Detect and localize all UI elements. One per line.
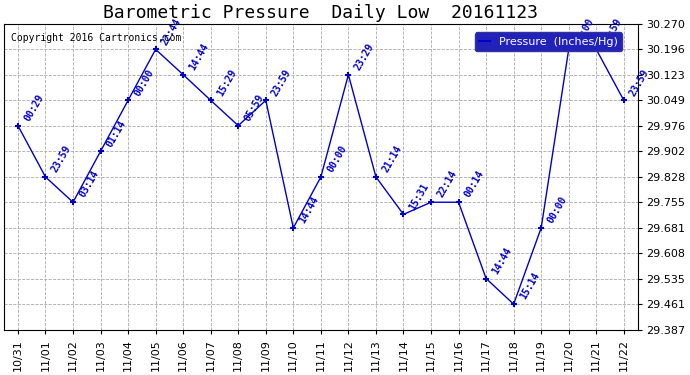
Text: Copyright 2016 Cartronics.com: Copyright 2016 Cartronics.com <box>10 33 181 43</box>
Text: 14:44: 14:44 <box>187 42 210 72</box>
Legend: Pressure  (Inches/Hg): Pressure (Inches/Hg) <box>475 32 622 51</box>
Text: 05:59: 05:59 <box>242 92 266 123</box>
Text: 03:14: 03:14 <box>77 169 101 200</box>
Text: 21:14: 21:14 <box>380 144 404 174</box>
Text: 14:44: 14:44 <box>297 195 321 225</box>
Text: 14:59: 14:59 <box>600 16 624 46</box>
Text: 00:14: 00:14 <box>463 169 486 200</box>
Text: 00:00: 00:00 <box>325 144 348 174</box>
Text: 23:29: 23:29 <box>353 42 376 72</box>
Text: 23:00: 23:00 <box>573 16 596 46</box>
Text: 00:29: 00:29 <box>22 92 46 123</box>
Text: 15:31: 15:31 <box>408 181 431 212</box>
Text: 15:29: 15:29 <box>215 67 238 98</box>
Text: 23:59: 23:59 <box>270 67 293 98</box>
Text: 22:14: 22:14 <box>435 169 459 200</box>
Text: 00:00: 00:00 <box>132 67 156 98</box>
Text: 00:00: 00:00 <box>545 195 569 225</box>
Text: 01:14: 01:14 <box>105 118 128 148</box>
Text: 23:59: 23:59 <box>50 144 73 174</box>
Text: 22:44: 22:44 <box>160 16 183 46</box>
Text: 14:44: 14:44 <box>491 245 513 276</box>
Text: 23:59: 23:59 <box>628 67 651 98</box>
Text: 15:14: 15:14 <box>518 271 541 302</box>
Title: Barometric Pressure  Daily Low  20161123: Barometric Pressure Daily Low 20161123 <box>104 4 538 22</box>
